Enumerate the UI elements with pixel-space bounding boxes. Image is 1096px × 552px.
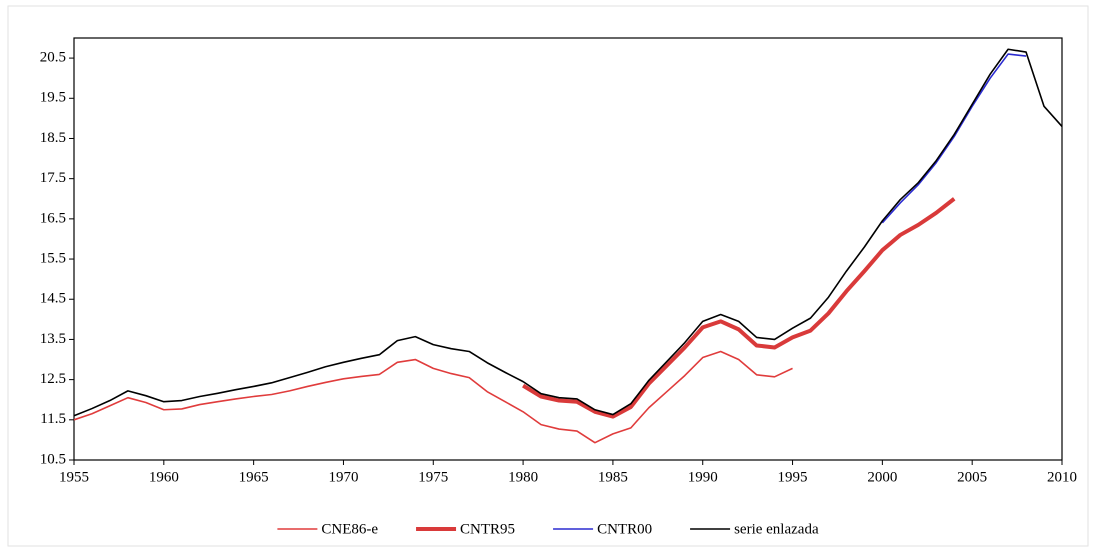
x-tick-label: 1960 [149,469,179,485]
chart-frame [7,5,1089,547]
x-tick-label: 1975 [418,469,448,485]
legend-label: serie enlazada [734,521,819,537]
x-tick-label: 2010 [1047,469,1077,485]
y-tick-label: 18.5 [40,130,66,146]
legend-label: CNE86-e [321,521,378,537]
y-tick-label: 13.5 [40,331,66,347]
x-tick-label: 1995 [778,469,808,485]
y-tick-label: 16.5 [40,210,66,226]
series-line [522,197,956,419]
series-line [73,48,1063,417]
x-tick-label: 1980 [508,469,538,485]
legend-label: CNTR95 [460,521,515,537]
y-tick-label: 12.5 [40,371,66,387]
x-tick-label: 2005 [957,469,987,485]
x-tick-label: 2000 [867,469,897,485]
plot-border [73,37,1063,461]
x-tick-label: 1985 [598,469,628,485]
x-tick-label: 1965 [239,469,269,485]
y-tick-label: 17.5 [40,170,66,186]
y-tick-label: 19.5 [40,90,66,106]
series-line [73,350,793,444]
y-tick-label: 10.5 [40,451,66,467]
y-tick-label: 15.5 [40,250,66,266]
y-tick-label: 14.5 [40,291,66,307]
y-tick-label: 11.5 [40,411,66,427]
x-tick-label: 1955 [59,469,89,485]
y-tick-label: 20.5 [40,50,66,66]
series-line [881,53,1027,224]
legend-label: CNTR00 [597,521,652,537]
x-tick-label: 1990 [688,469,718,485]
x-tick-label: 1970 [328,469,358,485]
